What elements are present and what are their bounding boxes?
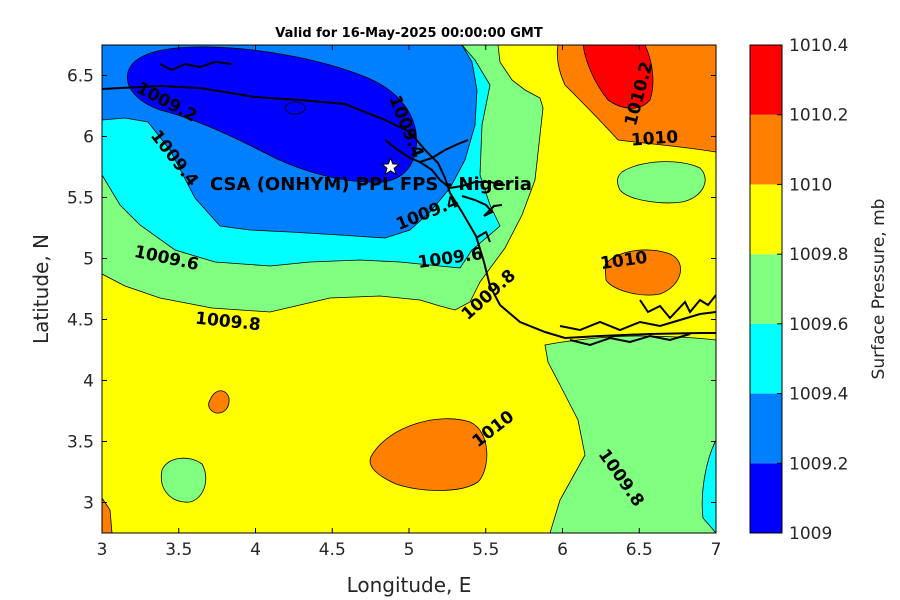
y-tick-label: 3.5 [67, 433, 94, 453]
region-1009.4-corner [701, 439, 716, 533]
colorbar-label: Surface Pressure, mb [869, 199, 889, 380]
map-title: Valid for 16-May-2025 00:00:00 GMT [275, 26, 543, 41]
map-plot-area: CSA (ONHYM) PPL FPS - Nigeria 1009.21009… [102, 45, 716, 533]
y-tick-label: 6.5 [67, 67, 94, 87]
x-tick-label: 7 [711, 540, 722, 560]
region-1010-corner [102, 497, 113, 533]
x-tick-label: 3 [97, 540, 108, 560]
colorbar-tick-label: 1010 [789, 175, 832, 195]
coastline [102, 60, 716, 347]
colorbar-segment [750, 393, 782, 464]
colorbar-segment [750, 114, 782, 185]
y-tick-label: 3 [83, 494, 94, 514]
region-1009.0-inner-contour [284, 101, 306, 115]
x-tick-label: 3.5 [165, 540, 192, 560]
colorbar-segment [750, 463, 782, 533]
y-axis: 3 3.5 4 4.5 5 5.5 6 6.5 [67, 67, 716, 514]
x-tick-label: 6.5 [626, 540, 653, 560]
region-1010-south [369, 418, 488, 491]
colorbar-tick-label: 1009 [789, 524, 832, 544]
site-label: CSA (ONHYM) PPL FPS - Nigeria [210, 174, 532, 195]
colorbar-segment [750, 184, 782, 255]
region-1010-small [208, 390, 230, 414]
x-tick-label: 4 [250, 540, 261, 560]
x-axis-label: Longitude, E [347, 573, 472, 597]
y-axis-label: Latitude, N [29, 234, 53, 344]
contour-label: 1010 [630, 127, 679, 150]
colorbar: 1009 1009.2 1009.4 1009.6 1009.8 1010 1010.2 10… [749, 36, 848, 544]
x-tick-label: 4.5 [319, 540, 346, 560]
region-1009.0 [126, 46, 418, 183]
colorbar-tick-label: 1010.4 [789, 36, 848, 56]
colorbar-tick-label: 1009.6 [789, 315, 848, 335]
y-tick-label: 5 [83, 250, 94, 270]
colorbar-segment [750, 45, 782, 115]
colorbar-segment [750, 254, 782, 324]
x-tick-label: 6 [557, 540, 568, 560]
colorbar-tick-label: 1009.2 [789, 454, 848, 474]
region-1009.6-small-island [160, 457, 207, 503]
y-tick-label: 4 [83, 372, 94, 392]
colorbar-tick-label: 1010.2 [789, 106, 848, 126]
colorbar-segment [750, 323, 782, 394]
region-1009.6-ne-island [617, 161, 706, 204]
region-1010.2 [582, 45, 654, 109]
site-marker-star [380, 156, 401, 176]
colorbar-tick-label: 1009.4 [789, 385, 848, 405]
y-tick-label: 5.5 [67, 189, 94, 209]
y-tick-label: 6 [83, 128, 94, 148]
colorbar-tick-label: 1009.8 [789, 245, 848, 265]
x-tick-label: 5 [404, 540, 415, 560]
x-tick-label: 5.5 [472, 540, 499, 560]
y-tick-label: 4.5 [67, 311, 94, 331]
region-1010-east [604, 249, 681, 296]
colorbar-frame [749, 44, 783, 534]
x-axis: 3 3.5 4 4.5 5 5.5 6 6.5 7 [97, 45, 722, 560]
